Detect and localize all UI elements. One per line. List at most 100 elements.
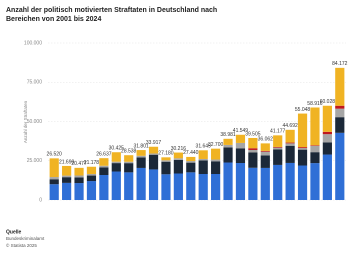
bar-segment (49, 158, 59, 178)
bar-segment (260, 151, 270, 156)
bar-segment (136, 157, 146, 168)
bar-segment (62, 165, 72, 176)
bar-segment (186, 172, 196, 200)
chart-title: Anzahl der politisch motivierten Strafta… (6, 7, 217, 23)
bar-segment (173, 152, 183, 159)
bar-segment (124, 155, 134, 162)
total-label: 41.549 (233, 128, 249, 134)
source-title: Quelle (6, 229, 22, 235)
bar-segment (310, 163, 320, 200)
bar-segment (248, 148, 258, 150)
bar-segment (310, 107, 320, 146)
bar-segment (173, 158, 183, 160)
bar-segment (235, 142, 246, 149)
source: Bundeskriminalamt (6, 236, 45, 241)
total-label: 26.520 (47, 152, 63, 158)
bar-segment (335, 105, 345, 109)
bar-segment (148, 169, 159, 200)
bar-segment (273, 164, 283, 200)
y-tick-label: 25.000 (27, 158, 43, 164)
total-label: 27.440 (183, 150, 199, 156)
bar-segment (124, 163, 134, 173)
bar-segment (49, 177, 59, 180)
bar-segment (86, 173, 97, 176)
bar-segment (111, 163, 121, 172)
total-label: 44.692 (282, 123, 298, 129)
bar-segment (297, 147, 308, 149)
bar-segment (211, 161, 221, 175)
bar-segment (86, 181, 97, 200)
bar-segment (248, 137, 258, 149)
y-tick-label: 100.000 (24, 40, 42, 46)
total-label: 31.801 (133, 143, 149, 149)
bar-segment (260, 167, 270, 200)
bar-segment (161, 160, 171, 162)
bar-segment (260, 150, 270, 152)
bar-segment (248, 149, 258, 153)
bar-segment (310, 145, 320, 153)
bar-segment (62, 177, 72, 183)
bar-segment (235, 148, 246, 164)
bar-segment (136, 167, 146, 200)
bar-segment (335, 108, 345, 118)
total-label: 28.538 (121, 149, 137, 155)
bar-segment (136, 155, 146, 158)
bar-segment (322, 105, 332, 132)
bar-segment (235, 163, 246, 200)
bar-segment (273, 146, 283, 148)
total-label: 30.216 (171, 146, 187, 152)
total-label: 36.062 (258, 137, 274, 143)
bar-segment (74, 167, 84, 176)
bar-segment (285, 129, 295, 143)
bar-segment (198, 160, 208, 175)
bar-segment (211, 148, 221, 160)
bar-segment (173, 159, 183, 174)
bar-segment (297, 148, 308, 150)
bar-segment (285, 143, 295, 146)
bar-segment (148, 154, 159, 170)
bar-segment (111, 161, 121, 164)
bar-segment (297, 113, 308, 148)
bar-segment (74, 177, 84, 184)
bar-segment (148, 146, 159, 154)
bar-segment (223, 162, 233, 200)
bar-segment (211, 159, 221, 162)
bar-segment (173, 173, 183, 200)
bar-segment (322, 134, 332, 143)
bar-segment (148, 153, 159, 155)
total-label: 27.180 (158, 151, 174, 157)
bar-segment (99, 165, 109, 168)
bar-segment (248, 167, 258, 200)
bar-segment (235, 134, 246, 143)
bar-segment (273, 135, 283, 147)
bar-segment (335, 132, 345, 200)
bar-segment (260, 155, 270, 168)
total-label: 20.477 (71, 161, 87, 167)
bar-segment (124, 172, 134, 200)
bar-segment (99, 158, 109, 166)
y-tick-label: 50.000 (27, 119, 43, 125)
bar-segment (161, 174, 171, 200)
bar-segment (285, 145, 295, 163)
bar-segment (273, 149, 283, 165)
bar-segment (62, 182, 72, 200)
total-label: 30.425 (109, 146, 125, 152)
bar-segment (273, 147, 283, 150)
total-label: 38.981 (220, 132, 236, 138)
bar-segment (310, 145, 320, 146)
total-label: 26.637 (96, 152, 112, 158)
total-label: 41.177 (270, 129, 286, 135)
y-axis-label: Anzahl der Straftaten (23, 100, 28, 143)
bar-segment (260, 143, 270, 151)
bar-segment (136, 150, 146, 156)
bar-segment (297, 149, 308, 166)
total-label: 84.172 (332, 61, 348, 67)
bar-segment (49, 184, 59, 200)
bar-segment (223, 138, 233, 145)
bar-segment (186, 161, 196, 163)
bar-segment (310, 152, 320, 164)
bar-segment (223, 144, 233, 148)
total-label: 58.916 (307, 101, 323, 107)
bar-segment (124, 161, 134, 164)
